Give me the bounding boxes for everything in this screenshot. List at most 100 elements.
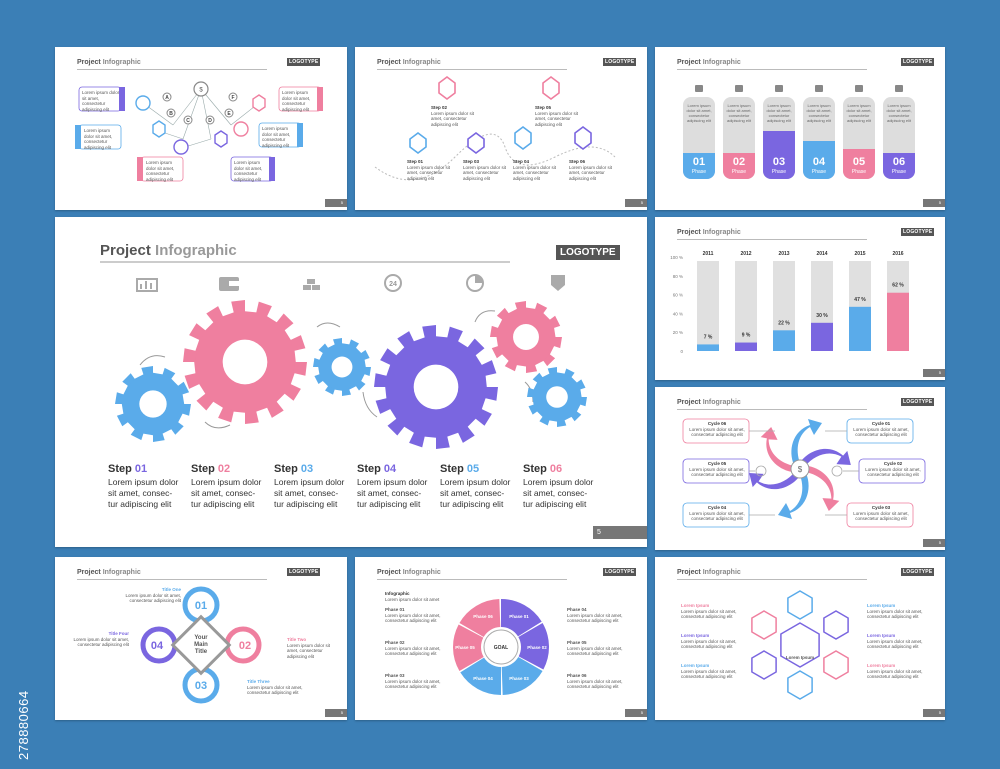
- cycle-arrow: [778, 473, 809, 519]
- title-rule: [677, 579, 867, 580]
- logotype: LOGOTYPE: [901, 228, 935, 236]
- slide-title: Project Infographic: [677, 399, 741, 406]
- phase-icon: [855, 85, 863, 92]
- step-description: Lorem ipsum dolor sit amet, consec-tur ad…: [108, 477, 179, 509]
- slide-gears-main[interactable]: Project Infographic LOGOTYPE 24 5 Step 0…: [55, 217, 647, 547]
- icon-node-6: [252, 94, 266, 112]
- step-heading: Step 01: [108, 463, 148, 475]
- svg-text:24: 24: [389, 281, 397, 288]
- phase-icon: [695, 85, 703, 92]
- wallet-icon: [219, 277, 239, 291]
- step-heading: Step 03: [274, 463, 314, 475]
- step-node-03: [467, 132, 485, 154]
- goal-center: [483, 629, 519, 665]
- cycle-arrow: [805, 465, 840, 512]
- cycle-02-box: Cycle 02 Lorem ipsum dolor sit amet, cons…: [865, 461, 921, 477]
- shield-icon: [551, 275, 565, 291]
- hex-text-block: Lorem Ipsum Lorem ipsum dolor sit amet, c…: [867, 633, 923, 649]
- logotype: LOGOTYPE: [901, 568, 935, 576]
- slide-cycle[interactable]: Project Infographic LOGOTYPE $ Cycle 06: [655, 387, 945, 550]
- step-description: Lorem ipsum dolor sit amet, consec-tur ad…: [440, 477, 511, 509]
- center-diamond: [170, 614, 232, 676]
- title-three-block: Title Three Lorem ipsum dolor sit amet, c…: [247, 679, 303, 695]
- center-hexagon: [780, 622, 820, 668]
- step-05-text: Step 05 Lorem ipsum dolor sit amet, conse…: [535, 105, 579, 127]
- phase-column: 01 Phase Lorem ipsum dolor sit amet, con…: [683, 97, 715, 179]
- outer-hexagon: [823, 650, 849, 680]
- node-letter-c: C: [186, 118, 190, 124]
- curved-arrow: [474, 310, 496, 323]
- cycle-arrow: [760, 426, 795, 473]
- slide-goal-wheel[interactable]: Project Infographic LOGOTYPE Phase 01 Pha…: [355, 557, 647, 720]
- phase-label: Phase: [811, 169, 827, 175]
- phase-text-block: Phase 05 Lorem ipsum dolor sit amet, cons…: [567, 640, 623, 656]
- center-title-line: Main: [194, 642, 208, 648]
- step-01-text: Step 01 Lorem ipsum dolor sit amet, conse…: [407, 159, 451, 181]
- money-bag-icon: $: [199, 88, 203, 94]
- hex-text-block: Lorem Ipsum Lorem ipsum dolor sit amet, c…: [681, 633, 737, 649]
- center-title-line: Title: [195, 649, 208, 655]
- logotype: LOGOTYPE: [901, 58, 935, 66]
- cycle-05-box: Cycle 05 Lorem ipsum dolor sit amet, cons…: [689, 461, 745, 477]
- phase-desc: Lorem ipsum dolor sit amet, consectetur …: [806, 103, 832, 123]
- phase-label: Phase: [771, 169, 787, 175]
- phase-fill: [883, 153, 915, 179]
- phase-icon: [735, 85, 743, 92]
- phase-column: 03 Phase Lorem ipsum dolor sit amet, con…: [763, 97, 795, 179]
- phase-icon: [815, 85, 823, 92]
- desc-text: Lorem ipsum dolor sit amet, consectetur …: [282, 90, 311, 112]
- slide-title: Project Infographic: [77, 569, 141, 576]
- gold-bars-icon: [303, 279, 320, 290]
- title-rule: [100, 261, 510, 263]
- bar-value-label: 30 %: [816, 313, 828, 319]
- phase-number: 05: [852, 156, 866, 168]
- desc-text: Lorem ipsum dolor sit amet, consectetur …: [84, 128, 113, 150]
- bar-value-label: 47 %: [854, 297, 866, 303]
- wheel-phase-label: Phase 06: [473, 614, 493, 619]
- step-02-text: Step 02 Lorem ipsum dolor sit amet, conse…: [431, 105, 475, 127]
- logotype: LOGOTYPE: [901, 398, 935, 406]
- phase-label: Phase: [691, 169, 707, 175]
- slide-bar-chart[interactable]: Project Infographic LOGOTYPE 0 20 % 40 % 60…: [655, 217, 945, 380]
- title-rule: [677, 69, 867, 70]
- step-heading: Step 05: [440, 463, 480, 475]
- page-number: 5: [923, 539, 945, 547]
- page-number: 5: [923, 369, 945, 377]
- y-tick-label: 60 %: [673, 293, 683, 298]
- slide-network-diagram[interactable]: Project Infographic LOGOTYPE $ A B C D E…: [55, 47, 347, 210]
- slide-title: Project Infographic: [77, 59, 141, 66]
- x-category-label: 2013: [778, 251, 789, 257]
- money-bag-icon: $: [798, 465, 803, 474]
- wheel-phase-label: Phase 02: [527, 645, 547, 650]
- step-node-01: [409, 132, 427, 154]
- phase-text-block: Phase 01 Lorem ipsum dolor sit amet, cons…: [385, 607, 441, 623]
- slide-steps-path[interactable]: Project Infographic LOGOTYPE Step 02 Lore…: [355, 47, 647, 210]
- gears-illustration: 24: [115, 274, 587, 449]
- slide-rings[interactable]: Project Infographic LOGOTYPE 01 02 03 04…: [55, 557, 347, 720]
- step-description: Lorem ipsum dolor sit amet, consec-tur ad…: [274, 477, 345, 509]
- bar-value-label: 7 %: [704, 334, 713, 340]
- desc-text: Lorem ipsum dolor sit amet, consectetur …: [234, 160, 263, 182]
- stock-id-watermark: 278880664: [2, 520, 31, 760]
- desc-text: Lorem ipsum dolor sit amet, consectetur …: [262, 126, 291, 148]
- step-node-02: [438, 76, 456, 100]
- ring-number-01: 01: [195, 600, 207, 612]
- outer-hexagon: [787, 590, 813, 620]
- step-description: Lorem ipsum dolor sit amet, consec-tur ad…: [357, 477, 428, 509]
- curved-arrow: [362, 391, 378, 418]
- wheel-segment: [501, 657, 543, 695]
- step-node-06: [574, 126, 592, 150]
- title-rule: [377, 69, 567, 70]
- slide-phase-columns[interactable]: Project Infographic LOGOTYPE 01 Phase Lo…: [655, 47, 945, 210]
- phase-column: 02 Phase Lorem ipsum dolor sit amet, con…: [723, 97, 755, 179]
- title-two-block: Title Two Lorem ipsum dolor sit amet, con…: [287, 637, 331, 659]
- page-number: 5: [923, 199, 945, 207]
- cycle-arrows-diagram: $: [682, 418, 926, 528]
- step-06-text: Step 06 Lorem ipsum dolor sit amet, conse…: [569, 159, 613, 181]
- slide-hexagons[interactable]: Project Infographic LOGOTYPE Lorem Ipsum…: [655, 557, 945, 720]
- goal-wheel-diagram: Phase 01 Phase 02 Phase 03 Phase 04 Phase 05…: [453, 599, 549, 695]
- page-number: 5: [625, 709, 647, 717]
- page-number: 5: [325, 199, 347, 207]
- wheel-segment: [453, 624, 484, 671]
- title-one-block: Title One Lorem ipsum dolor sit amet, con…: [125, 587, 181, 603]
